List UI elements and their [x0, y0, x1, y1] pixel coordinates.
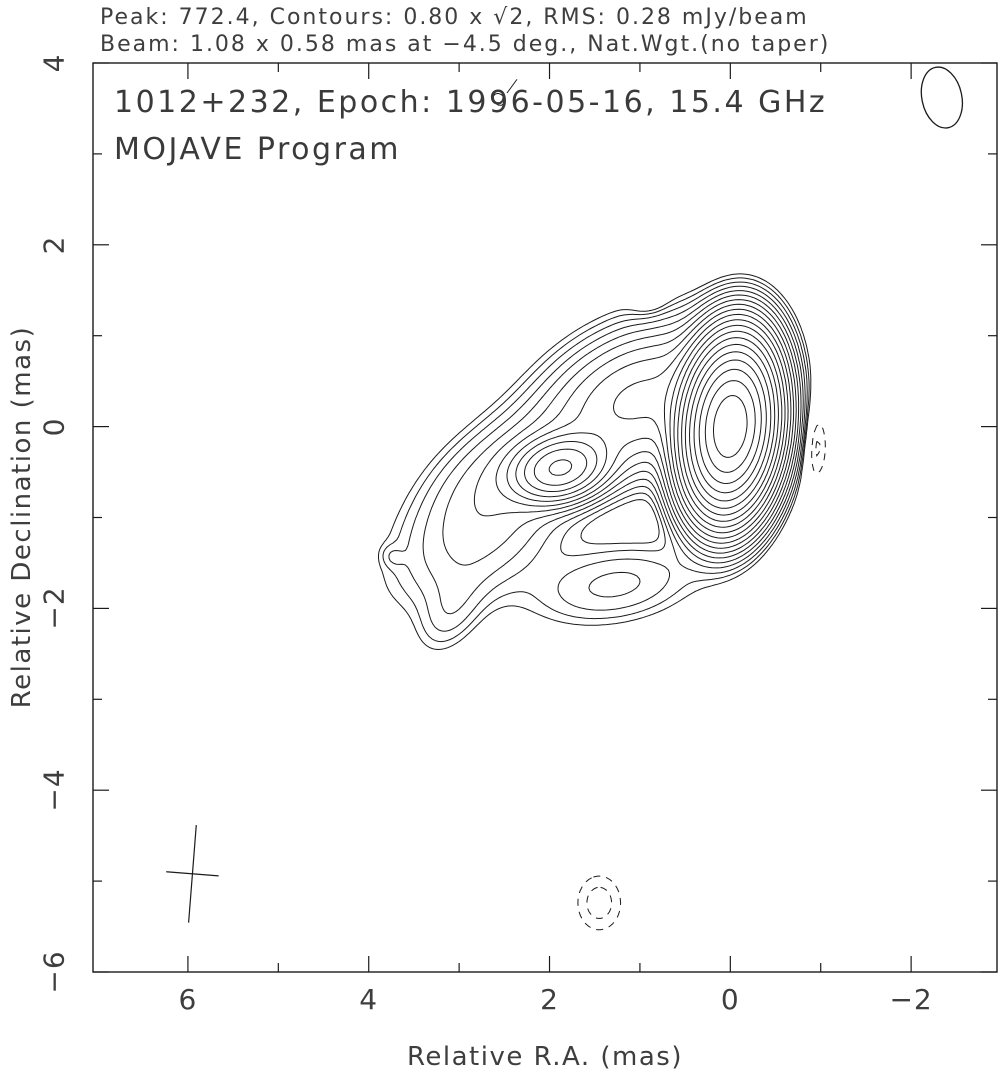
contour-level-6: [495, 299, 800, 554]
contour-level-10: [533, 319, 789, 534]
y-tick-label-0: 4: [37, 53, 71, 73]
x-tick-label-4: −2: [889, 983, 933, 1016]
source-epoch-frequency-title: 1012+232, Epoch: 1996-05-16, 15.4 GHz: [114, 85, 828, 120]
program-name-title: MOJAVE Program: [114, 132, 402, 167]
y-tick-label-4: −4: [37, 768, 71, 812]
x-axis-title: Relative R.A. (mas): [407, 1042, 683, 1072]
x-tick-label-1: 4: [359, 983, 379, 1016]
contour-level-13: [681, 337, 779, 516]
negative-contours: [577, 423, 826, 931]
contour-level-0: [378, 92, 812, 651]
contour-level-12: [677, 330, 783, 522]
plot-frame: [92, 62, 998, 973]
contour-level-8: [515, 308, 795, 544]
y-tick-label-3: −2: [37, 586, 71, 631]
y-tick-label-1: 2: [37, 235, 71, 255]
y-tick-label-5: −6: [37, 950, 71, 994]
contour-artifact-stroke: [506, 79, 518, 94]
beam-ellipse: [920, 66, 964, 129]
y-tick-label-2: 0: [37, 417, 71, 437]
beam-cross-minor-axis: [166, 871, 219, 877]
contour-level-16: [693, 359, 767, 494]
contour-level-5: [473, 294, 802, 559]
contour-level-14: [684, 343, 776, 509]
header-beam-weighting: Beam: 1.08 x 0.58 mas at −4.5 deg., Nat.…: [100, 32, 831, 57]
contour-level-3: [422, 285, 806, 615]
contour-level-19: [713, 394, 748, 458]
contour-level-2: [388, 281, 808, 632]
y-axis-title: Relative Declination (mas): [7, 325, 37, 709]
contour-level-18: [704, 380, 756, 473]
negative-contour-level-1: [586, 440, 821, 919]
contour-level-11: [548, 324, 786, 528]
x-tick-label-3: 0: [720, 983, 740, 1016]
contour-level-9: [523, 313, 792, 539]
negative-contour-level-0: [577, 423, 826, 931]
x-tick-label-2: 2: [540, 983, 559, 1016]
contour-level-15: [688, 351, 772, 502]
contour-level-4: [442, 290, 804, 566]
beam-markers: [166, 66, 964, 923]
positive-contours: [378, 79, 812, 651]
header-peak-contours-rms: Peak: 772.4, Contours: 0.80 x √2, RMS: 0…: [100, 5, 809, 30]
axes-frame: [92, 62, 998, 973]
contour-level-7: [506, 303, 797, 549]
contour-level-17: [698, 368, 762, 485]
x-tick-label-0: 6: [178, 983, 198, 1016]
contour-level-1: [382, 277, 810, 643]
